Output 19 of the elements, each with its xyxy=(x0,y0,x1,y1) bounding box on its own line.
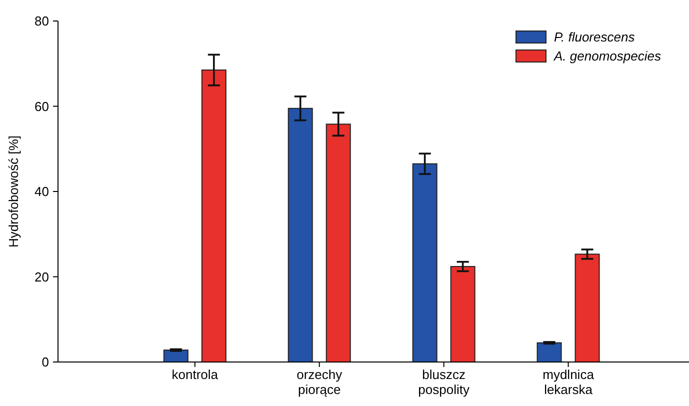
y-tick-label: 0 xyxy=(42,354,49,370)
bar xyxy=(288,108,313,362)
y-tick-label: 20 xyxy=(34,269,49,284)
x-tick-label: bluszcz pospolity xyxy=(418,367,470,397)
bar xyxy=(574,254,600,362)
y-tick-label: 80 xyxy=(34,14,49,29)
y-axis-title: Hydrofobowość [%] xyxy=(6,136,21,248)
y-tick-label: 40 xyxy=(34,184,49,200)
legend-label: P. fluorescens xyxy=(554,30,636,45)
bar xyxy=(450,266,476,362)
x-tick-label: orzechy piorące xyxy=(296,367,343,397)
bar xyxy=(326,124,351,362)
bar xyxy=(201,70,226,362)
y-tick-label: 60 xyxy=(34,98,49,114)
x-tick-label: mydlnica lekarska xyxy=(542,367,595,397)
bar xyxy=(536,342,562,362)
legend-label: A. genomospecies xyxy=(553,48,662,64)
x-tick-label: kontrola xyxy=(172,367,219,382)
bar xyxy=(412,163,438,362)
